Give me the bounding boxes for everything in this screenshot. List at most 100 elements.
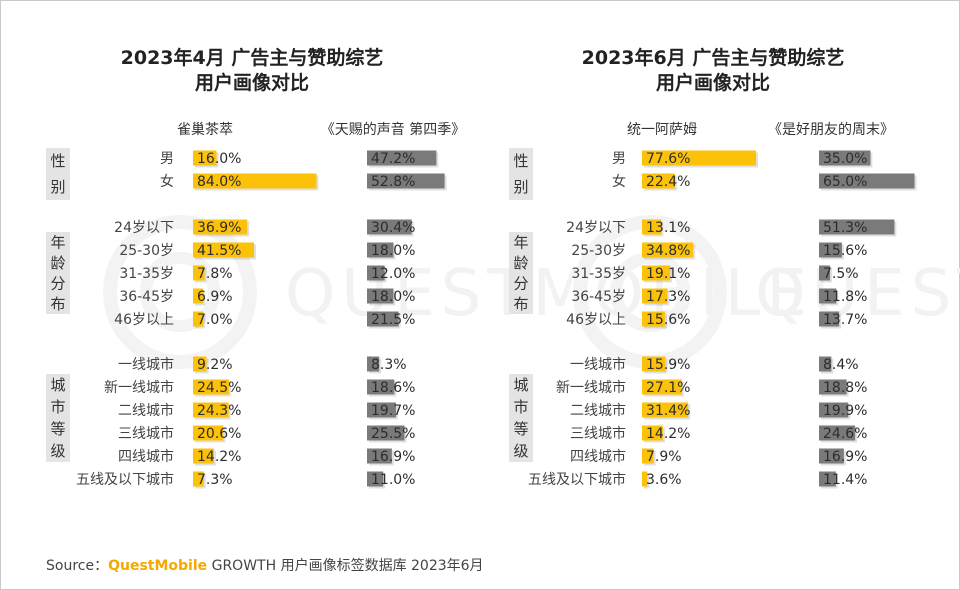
chart-title: 2023年4月 广告主与赞助综艺	[121, 46, 384, 69]
data-label: 16.0%	[197, 151, 241, 167]
data-label: 77.6%	[646, 151, 690, 167]
bar-variety-show	[367, 173, 445, 189]
data-label: 20.6%	[197, 426, 241, 442]
data-label: 35.0%	[823, 151, 867, 167]
bar-advertiser	[642, 173, 675, 189]
data-label: 15.6%	[823, 243, 867, 259]
bar-advertiser	[193, 356, 207, 372]
category-label: 36-45岁	[119, 289, 174, 305]
data-label: 14.2%	[646, 426, 690, 442]
legend-advertiser: 雀巢茶萃	[177, 122, 233, 138]
category-label: 25-30岁	[119, 243, 174, 259]
bar-variety-show	[819, 150, 871, 166]
group-label-box	[46, 374, 70, 462]
group-label-char: 市	[513, 398, 528, 416]
data-label: 65.0%	[823, 174, 867, 190]
category-label: 24岁以下	[114, 220, 174, 236]
category-label: 三线城市	[118, 425, 174, 442]
group-label-char: 分	[513, 274, 528, 292]
bar-advertiser	[642, 242, 694, 258]
watermark-ring-icon	[103, 215, 257, 369]
group-label-char: 别	[513, 178, 528, 196]
bar-advertiser	[642, 150, 757, 166]
bar-advertiser	[642, 265, 671, 281]
bar-variety-show	[367, 265, 385, 281]
bar-advertiser	[193, 242, 255, 258]
category-label: 五线及以下城市	[528, 471, 626, 488]
data-label: 8.4%	[823, 357, 859, 373]
category-label: 新一线城市	[104, 379, 174, 396]
data-label: 15.6%	[646, 312, 690, 328]
data-label: 7.9%	[646, 449, 682, 465]
group-label-char: 年	[513, 233, 528, 251]
category-label: 36-45岁	[571, 289, 626, 305]
data-label: 7.0%	[197, 312, 233, 328]
data-label: 18.0%	[371, 243, 415, 259]
bar-variety-show	[819, 379, 847, 395]
bar-variety-show	[819, 173, 915, 189]
group-label-char: 级	[50, 442, 65, 460]
data-label: 19.9%	[823, 403, 867, 419]
bar-variety-show	[367, 425, 405, 441]
bar-advertiser	[642, 402, 689, 418]
data-label: 34.8%	[646, 243, 690, 259]
bar-variety-show	[367, 402, 396, 418]
category-label: 女	[612, 173, 626, 190]
bar-advertiser	[193, 425, 224, 441]
group-label-char: 市	[50, 398, 65, 416]
group-label-char: 龄	[513, 254, 528, 272]
data-label: 24.6%	[823, 426, 867, 442]
bar-variety-show	[367, 379, 395, 395]
data-label: 9.2%	[197, 357, 233, 373]
category-label: 46岁以上	[566, 312, 626, 328]
bar-variety-show	[819, 425, 856, 441]
legend-variety-show: 《是好朋友的周末》	[768, 122, 894, 138]
data-label: 25.5%	[371, 426, 415, 442]
watermark-text: QUESTMOBILE	[285, 257, 813, 331]
data-label: 16.9%	[371, 449, 415, 465]
category-label: 男	[612, 151, 626, 167]
bar-advertiser	[642, 471, 648, 487]
group-label-char: 布	[50, 295, 65, 313]
data-label: 52.8%	[371, 174, 415, 190]
data-label: 36.9%	[197, 220, 241, 236]
data-label: 31.4%	[646, 403, 690, 419]
bar-advertiser	[642, 425, 663, 441]
source-suffix: GROWTH 用户画像标签数据库 2023年6月	[207, 558, 484, 574]
bar-variety-show	[367, 242, 394, 258]
watermark-text: QUESTM	[755, 257, 960, 331]
data-label: 7.3%	[197, 472, 233, 488]
data-label: 11.4%	[823, 472, 867, 488]
data-label: 27.1%	[646, 380, 690, 396]
data-label: 18.6%	[371, 380, 415, 396]
bar-variety-show	[367, 150, 437, 166]
legend-advertiser: 统一阿萨姆	[627, 122, 697, 138]
bar-variety-show	[367, 356, 380, 372]
bar-advertiser	[193, 379, 230, 395]
chart-subtitle: 用户画像对比	[195, 71, 309, 94]
bar-advertiser	[642, 448, 654, 464]
data-label: 8.3%	[371, 357, 407, 373]
legend-variety-show: 《天赐的声音 第四季》	[321, 121, 465, 138]
group-label-char: 布	[513, 295, 528, 313]
group-label-char: 分	[50, 274, 65, 292]
data-label: 22.4%	[646, 174, 690, 190]
data-label: 41.5%	[197, 243, 241, 259]
chart-title: 2023年6月 广告主与赞助综艺	[582, 46, 845, 69]
bar-variety-show	[819, 219, 895, 235]
data-label: 12.0%	[371, 266, 415, 282]
category-label: 46岁以上	[114, 312, 174, 328]
group-label-char: 等	[50, 420, 65, 438]
group-label-char: 城	[50, 376, 65, 394]
data-label: 13.7%	[823, 312, 867, 328]
group-label-box	[509, 148, 533, 200]
bar-variety-show	[367, 448, 392, 464]
data-label: 19.1%	[646, 266, 690, 282]
data-label: 6.9%	[197, 289, 233, 305]
category-label: 二线城市	[570, 402, 626, 419]
data-label: 3.6%	[646, 472, 682, 488]
data-label: 24.3%	[197, 403, 241, 419]
category-label: 五线及以下城市	[76, 471, 174, 488]
category-label: 三线城市	[570, 425, 626, 442]
